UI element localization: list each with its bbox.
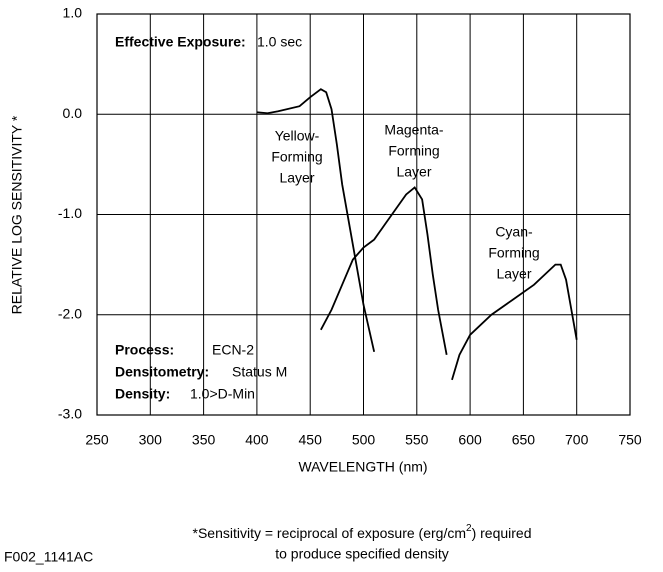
x-tick-label: 250	[85, 432, 109, 448]
condition-value: 1.0>D-Min	[190, 386, 255, 402]
y-tick-label: -1.0	[58, 205, 82, 221]
x-tick-label: 650	[512, 432, 536, 448]
x-tick-label: 600	[458, 432, 482, 448]
x-tick-label: 750	[618, 432, 642, 448]
y-tick-label: -3.0	[58, 406, 82, 422]
exposure-value: 1.0 sec	[257, 34, 302, 50]
series-label: Layer	[396, 164, 431, 180]
figure-code: F002_1141AC	[4, 549, 93, 565]
footnote-line1: *Sensitivity = reciprocal of exposure (e…	[193, 523, 532, 541]
footnote-line2: to produce specified density	[275, 546, 449, 562]
condition-label: Density:	[115, 386, 170, 402]
x-tick-label: 400	[245, 432, 269, 448]
series-label: Layer	[279, 170, 314, 186]
condition-value: ECN-2	[212, 342, 254, 358]
x-tick-label: 700	[565, 432, 589, 448]
condition-label: Process:	[115, 342, 174, 358]
exposure-label: Effective Exposure:	[115, 34, 246, 50]
series-line	[256, 88, 376, 353]
y-tick-label: 1.0	[63, 5, 83, 21]
y-tick-label: -2.0	[58, 305, 82, 321]
series-line	[451, 263, 578, 381]
condition-value: Status M	[232, 364, 287, 380]
series-label: Forming	[488, 245, 539, 261]
x-tick-label: 550	[405, 432, 429, 448]
x-tick-label: 500	[352, 432, 376, 448]
series-label: Forming	[271, 149, 322, 165]
series-label: Magenta-	[384, 122, 443, 138]
x-tick-label: 300	[139, 432, 163, 448]
plot-frame	[96, 13, 631, 416]
y-tick-label: 0.0	[63, 105, 83, 121]
x-tick-label: 350	[192, 432, 216, 448]
series-label: Layer	[496, 266, 531, 282]
condition-label: Densitometry:	[115, 364, 209, 380]
series-label: Forming	[388, 143, 439, 159]
y-axis-label: RELATIVE LOG SENSITIVITY *	[9, 115, 25, 314]
series-line	[320, 186, 448, 356]
x-tick-label: 450	[299, 432, 323, 448]
x-axis-label: WAVELENGTH (nm)	[298, 459, 427, 475]
series-label: Cyan-	[495, 224, 533, 240]
series-label: Yellow-	[275, 128, 320, 144]
